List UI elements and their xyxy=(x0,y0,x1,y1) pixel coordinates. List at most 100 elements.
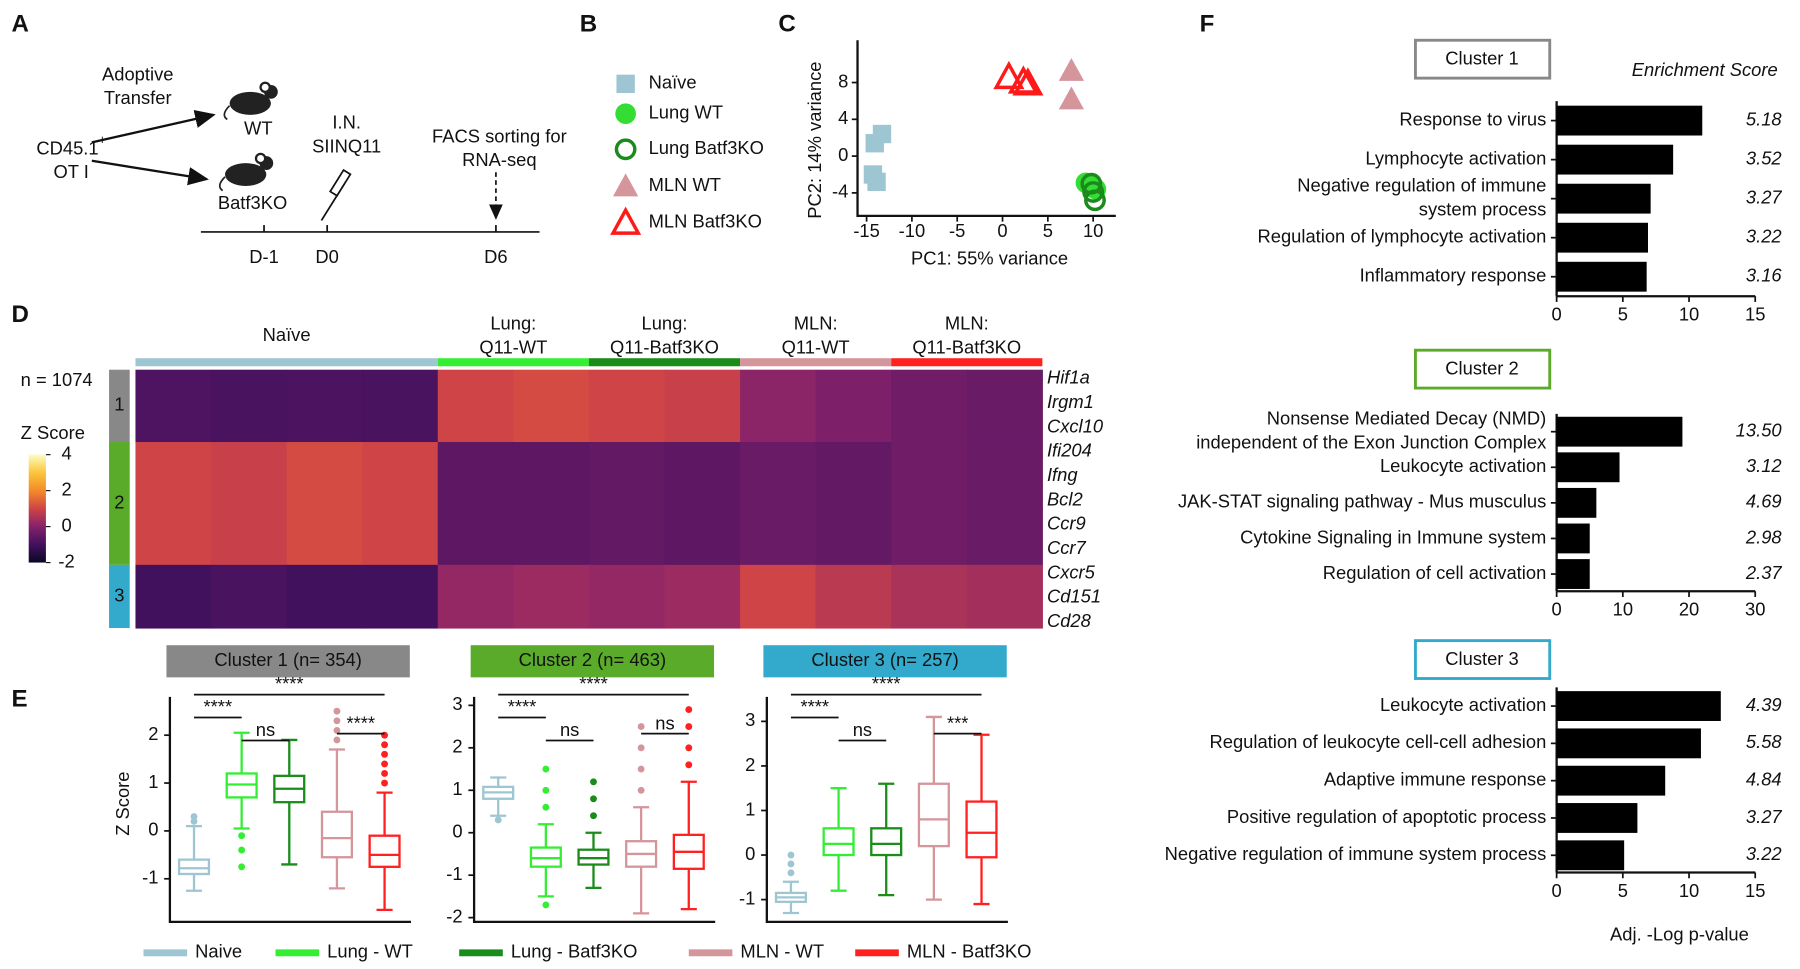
category-label: Leukocyte activation xyxy=(1380,455,1546,476)
text-line: Q11-WT xyxy=(479,336,547,357)
x-tick-label: 0 xyxy=(1552,880,1562,901)
bar xyxy=(1556,144,1674,175)
panel-title: Cluster 1 (n= 354) xyxy=(214,649,361,670)
heatmap-cell xyxy=(437,564,514,629)
bar xyxy=(1556,416,1683,447)
box xyxy=(822,827,855,857)
text-line: Negative regulation of immune xyxy=(1297,175,1546,196)
bar xyxy=(1556,183,1651,214)
point xyxy=(865,134,884,153)
bar xyxy=(1556,105,1703,136)
heatmap-cell xyxy=(740,564,817,629)
point xyxy=(1058,57,1085,81)
outlier xyxy=(542,786,550,794)
text-line: I.N. xyxy=(332,111,361,132)
outlier xyxy=(333,707,341,715)
x-tick-label: 10 xyxy=(1679,304,1699,325)
outlier xyxy=(590,778,597,786)
heatmap-cell xyxy=(664,369,741,443)
schematic: Adoptive Transfer CD45.1+ OT I WT Batf3KO… xyxy=(36,63,566,267)
heatmap-cell xyxy=(815,369,892,443)
heatmap-cell xyxy=(135,442,212,566)
donor-label: OT I xyxy=(53,161,88,182)
y-tick-label: 0 xyxy=(838,144,848,165)
gene-label: Irgm1 xyxy=(1047,391,1094,412)
heatmap-cell xyxy=(362,442,439,566)
box xyxy=(368,834,401,868)
group-bar xyxy=(437,358,589,367)
group-label: Lung: Q11-WT xyxy=(479,312,547,357)
box xyxy=(965,800,998,859)
group-label: Lung: Q11-Batf3KO xyxy=(610,312,719,357)
heatmap-cell xyxy=(513,369,590,443)
y-tick-label: 1 xyxy=(148,771,158,792)
text-line: system process xyxy=(1419,198,1547,219)
bar xyxy=(1556,691,1721,721)
enrichment-score: 3.22 xyxy=(1746,226,1782,247)
category-label: Negative regulation of immune system pro… xyxy=(1165,843,1547,864)
category-label: Regulation of cell activation xyxy=(1323,562,1547,583)
colorbar xyxy=(28,454,46,563)
outlier xyxy=(590,795,597,803)
outlier xyxy=(381,760,389,768)
significance-label: *** xyxy=(947,712,968,733)
y-tick-label: -4 xyxy=(832,181,848,202)
outlier xyxy=(590,812,597,820)
point xyxy=(1007,65,1039,94)
group-label: MLN: Q11-Batf3KO xyxy=(912,312,1021,357)
donor-text: CD45.1 xyxy=(36,137,98,158)
gene-label: Cxcr5 xyxy=(1047,561,1096,582)
x-tick-label: -15 xyxy=(853,220,880,241)
y-tick-label: 3 xyxy=(452,693,462,714)
sorting-label: FACS sorting for RNA-seq xyxy=(432,125,567,170)
bar xyxy=(1556,261,1647,292)
donor-label: CD45.1+ xyxy=(36,134,106,159)
point xyxy=(867,172,886,192)
heatmap-cell xyxy=(362,564,439,629)
outlier xyxy=(542,765,550,773)
x-tick-label: 0 xyxy=(1552,599,1562,620)
heatmap-cell xyxy=(891,442,968,566)
gene-label: Ifi204 xyxy=(1047,440,1092,461)
outlier xyxy=(637,786,645,794)
heatmap-cell xyxy=(740,369,817,443)
y-tick-label: -1 xyxy=(446,863,462,884)
mouse-label: WT xyxy=(244,118,273,139)
enrichment-score: 2.37 xyxy=(1745,562,1783,583)
bar xyxy=(1556,523,1590,554)
box xyxy=(870,827,903,857)
box xyxy=(177,858,211,876)
legend-label: MLN WT xyxy=(649,174,721,195)
x-tick-label: 5 xyxy=(1618,304,1628,325)
category-label: Adaptive immune response xyxy=(1324,769,1546,790)
significance-label: ns xyxy=(853,719,872,740)
outlier xyxy=(333,717,341,725)
outlier xyxy=(787,860,795,868)
bar xyxy=(1556,765,1666,796)
axis-line xyxy=(765,696,1008,924)
heatmap-cell xyxy=(437,369,514,443)
heatmap-cell xyxy=(437,442,514,566)
category-label: Regulation of leukocyte cell-cell adhesi… xyxy=(1210,731,1547,752)
legend-label: MLN Batf3KO xyxy=(649,211,762,232)
panel-label: A xyxy=(11,11,28,38)
text-line: Adoptive xyxy=(102,63,173,84)
outlier xyxy=(381,770,389,777)
panel-title-box xyxy=(763,645,1007,678)
legend-label: Naive xyxy=(195,941,242,962)
text-line: SIINQ11 xyxy=(312,135,381,156)
text-line: Nonsense Mediated Decay (NMD) xyxy=(1267,408,1547,429)
category-label: Inflammatory response xyxy=(1360,265,1547,286)
significance-label: **** xyxy=(800,696,829,717)
mouse-icon xyxy=(223,81,278,121)
outlier xyxy=(787,869,795,877)
heatmap-cell xyxy=(211,564,288,629)
colorbar-tick-label: 0 xyxy=(61,514,71,535)
x-tick-label: -10 xyxy=(899,220,926,241)
outlier xyxy=(333,726,341,734)
legend-label: Lung Batf3KO xyxy=(649,137,764,158)
cluster-title-box xyxy=(1413,348,1552,390)
x-tick-label: 15 xyxy=(1745,304,1765,325)
gene-label: Ccr7 xyxy=(1047,537,1087,558)
legend-label: Lung WT xyxy=(649,102,724,123)
